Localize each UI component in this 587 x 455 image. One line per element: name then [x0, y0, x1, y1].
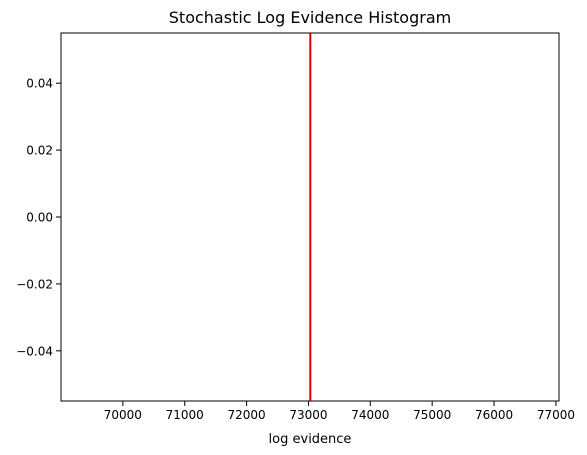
x-tick-label: 74000 — [351, 408, 389, 422]
x-tick-label: 73000 — [289, 408, 327, 422]
x-tick-label: 77000 — [537, 408, 575, 422]
y-tick-label: −0.02 — [16, 277, 53, 291]
x-tick-label: 76000 — [475, 408, 513, 422]
x-axis-label: log evidence — [269, 432, 352, 447]
y-tick-label: −0.04 — [16, 344, 53, 358]
x-tick-label: 71000 — [166, 408, 204, 422]
y-tick-label: 0.04 — [26, 77, 53, 91]
x-axis-ticks: 70000 71000 72000 73000 74000 75000 76000 77000 — [104, 401, 575, 422]
y-axis-ticks: −0.04 −0.02 0.00 0.02 0.04 — [16, 77, 61, 358]
y-tick-label: 0.02 — [26, 144, 53, 158]
y-tick-label: 0.00 — [26, 211, 53, 225]
x-tick-label: 72000 — [227, 408, 265, 422]
chart-title: Stochastic Log Evidence Histogram — [169, 8, 451, 27]
x-tick-label: 75000 — [413, 408, 451, 422]
x-tick-label: 70000 — [104, 408, 142, 422]
